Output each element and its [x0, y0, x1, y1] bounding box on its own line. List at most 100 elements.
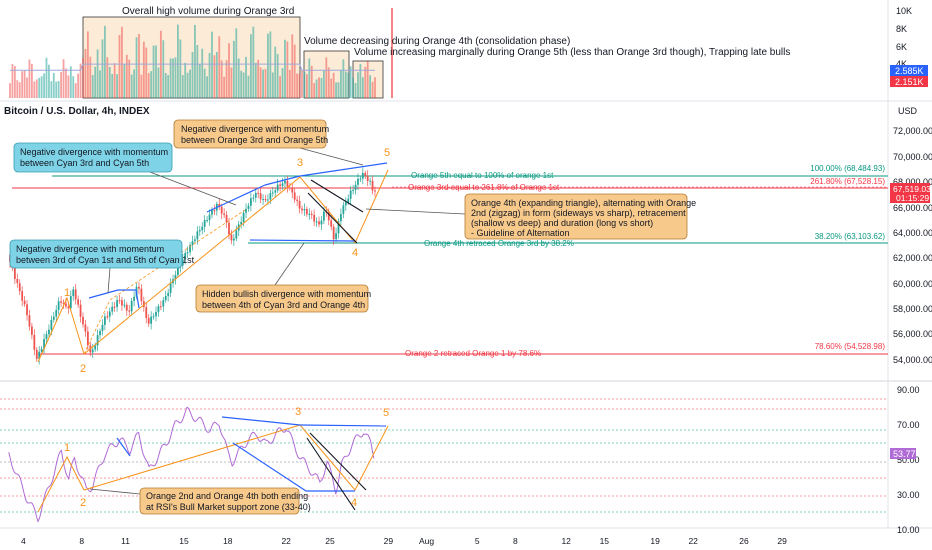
candle-body: [203, 220, 206, 227]
volume-bar: [320, 77, 323, 98]
candle-body: [291, 187, 294, 193]
rsi-wave-label-3: 3: [295, 406, 301, 418]
volume-bar: [84, 48, 87, 98]
volume-bar: [206, 76, 208, 98]
rsi-triangle-lines[interactable]: [306, 432, 367, 511]
candle-body: [284, 180, 286, 184]
candle-body: [254, 192, 257, 198]
candle-body: [164, 296, 167, 301]
currency-label[interactable]: USD: [898, 106, 918, 116]
callout-text: between Cyan 3rd and Cyan 5th: [20, 158, 149, 168]
candle-body: [340, 213, 342, 222]
volume-bar: [262, 69, 264, 98]
volume-bar: [28, 59, 31, 98]
rsi-line[interactable]: [8, 406, 375, 523]
volume-bar: [162, 40, 165, 98]
candle-body: [57, 301, 60, 310]
volume-bar: [191, 51, 194, 98]
callout-hidden-bullish[interactable]: Hidden bullish divergence with momentum …: [195, 242, 371, 313]
orange-4th-triangle-lines[interactable]: [307, 179, 364, 244]
callout-orange-3-5[interactable]: Negative divergence with momentum betwee…: [173, 119, 364, 166]
rsi-trendlines[interactable]: [116, 416, 387, 492]
volume-bar: [215, 51, 218, 98]
blue-trendline[interactable]: [264, 175, 301, 186]
volume-bar: [313, 83, 316, 98]
volume-bar: [16, 80, 19, 98]
candle-body: [31, 326, 33, 335]
candle-body: [250, 198, 252, 206]
rsi-callout[interactable]: Orange 2nd and Orange 4th both ending at…: [89, 487, 311, 515]
blue-trendline[interactable]: [88, 289, 119, 299]
volume-bar: [142, 41, 145, 98]
time-axis-label: 8: [79, 536, 84, 546]
rsi-axis-label: 90.00: [897, 385, 920, 395]
triangle-line[interactable]: [310, 179, 364, 213]
candle-body: [113, 306, 116, 308]
rsi-blue-trendline[interactable]: [221, 416, 301, 426]
callout-cyan-3-5[interactable]: Negative divergence with momentum betwee…: [13, 142, 237, 206]
price-axis-label: 54,000.00: [893, 355, 932, 365]
price-axis-label: 58,000.00: [893, 304, 932, 314]
candle-body: [259, 193, 262, 200]
orange-wave-path[interactable]: [37, 169, 389, 363]
rsi-blue-trendline[interactable]: [232, 442, 307, 492]
volume-bar: [157, 67, 160, 98]
blue-trendline[interactable]: [249, 239, 356, 242]
candle-body: [357, 178, 359, 185]
volume-bar: [21, 71, 24, 98]
fib-label-100: Orange 5th equal to 100% of orange 1st: [411, 171, 554, 180]
volume-bar: [26, 77, 28, 98]
volume-bar: [342, 59, 345, 98]
candle-body: [125, 304, 128, 311]
candle-body: [101, 324, 104, 331]
volume-badge-red-value: 2.151K: [895, 77, 924, 87]
rsi-orange-wave-path[interactable]: [37, 424, 389, 513]
volume-bar: [118, 35, 121, 98]
callout-orange-4th[interactable]: Orange 4th (expanding triangle), alterna…: [365, 193, 696, 240]
volume-bar: [252, 26, 255, 98]
volume-bar: [152, 45, 155, 98]
rsi-triangle-line[interactable]: [309, 432, 367, 491]
candle-body: [189, 244, 191, 253]
blue-trendline[interactable]: [135, 289, 140, 309]
volume-bar: [140, 74, 143, 98]
volume-bar: [335, 82, 337, 98]
volume-bar: [184, 62, 187, 98]
volume-axis-label: 8K: [896, 24, 907, 34]
rsi-blue-trendline[interactable]: [299, 424, 387, 427]
rsi-wave-label-5: 5: [383, 407, 389, 419]
blue-trendline[interactable]: [206, 184, 266, 213]
price-axis[interactable]: 72,000.00 70,000.00 68,000.00 66,000.00 …: [893, 126, 932, 365]
candle-body: [60, 301, 62, 303]
callout-cyan-1-5[interactable]: Negative divergence with momentum betwee…: [9, 239, 195, 294]
volume-bar: [196, 45, 199, 98]
rsi-triangle-line[interactable]: [306, 437, 356, 511]
volume-bar: [60, 71, 62, 98]
candle-body: [220, 206, 223, 214]
candle-body: [364, 172, 367, 176]
volume-axis[interactable]: 10K 8K 6K 4K: [896, 6, 912, 69]
rsi-axis[interactable]: 90.00 70.00 50.00 30.00 10.00: [897, 385, 920, 535]
volume-bar: [65, 68, 67, 98]
candle-body: [145, 307, 148, 318]
volume-bar: [177, 24, 179, 98]
triangle-line[interactable]: [307, 192, 358, 244]
callout-text: Orange 2nd and Orange 4th both ending: [146, 491, 308, 501]
volume-bar: [352, 77, 354, 98]
time-axis[interactable]: 4 8 11 15 18 22 25 29 Aug 5 8 12 15 19 22 26 29: [21, 536, 787, 546]
candle-body: [279, 184, 281, 186]
candle-body: [347, 198, 350, 203]
candle-body: [352, 189, 354, 191]
rsi-blue-trendline[interactable]: [116, 437, 131, 457]
volume-bar: [332, 72, 335, 98]
volume-bar: [50, 81, 53, 98]
candle-body: [169, 283, 172, 293]
volume-bar: [298, 73, 301, 98]
blue-trendline[interactable]: [299, 162, 388, 177]
candle-body: [286, 180, 289, 188]
symbol-title[interactable]: Bitcoin / U.S. Dollar, 4h, INDEX: [4, 106, 150, 117]
volume-bar: [145, 47, 148, 98]
candle-body: [28, 315, 31, 327]
divergence-trendlines[interactable]: [88, 162, 388, 309]
